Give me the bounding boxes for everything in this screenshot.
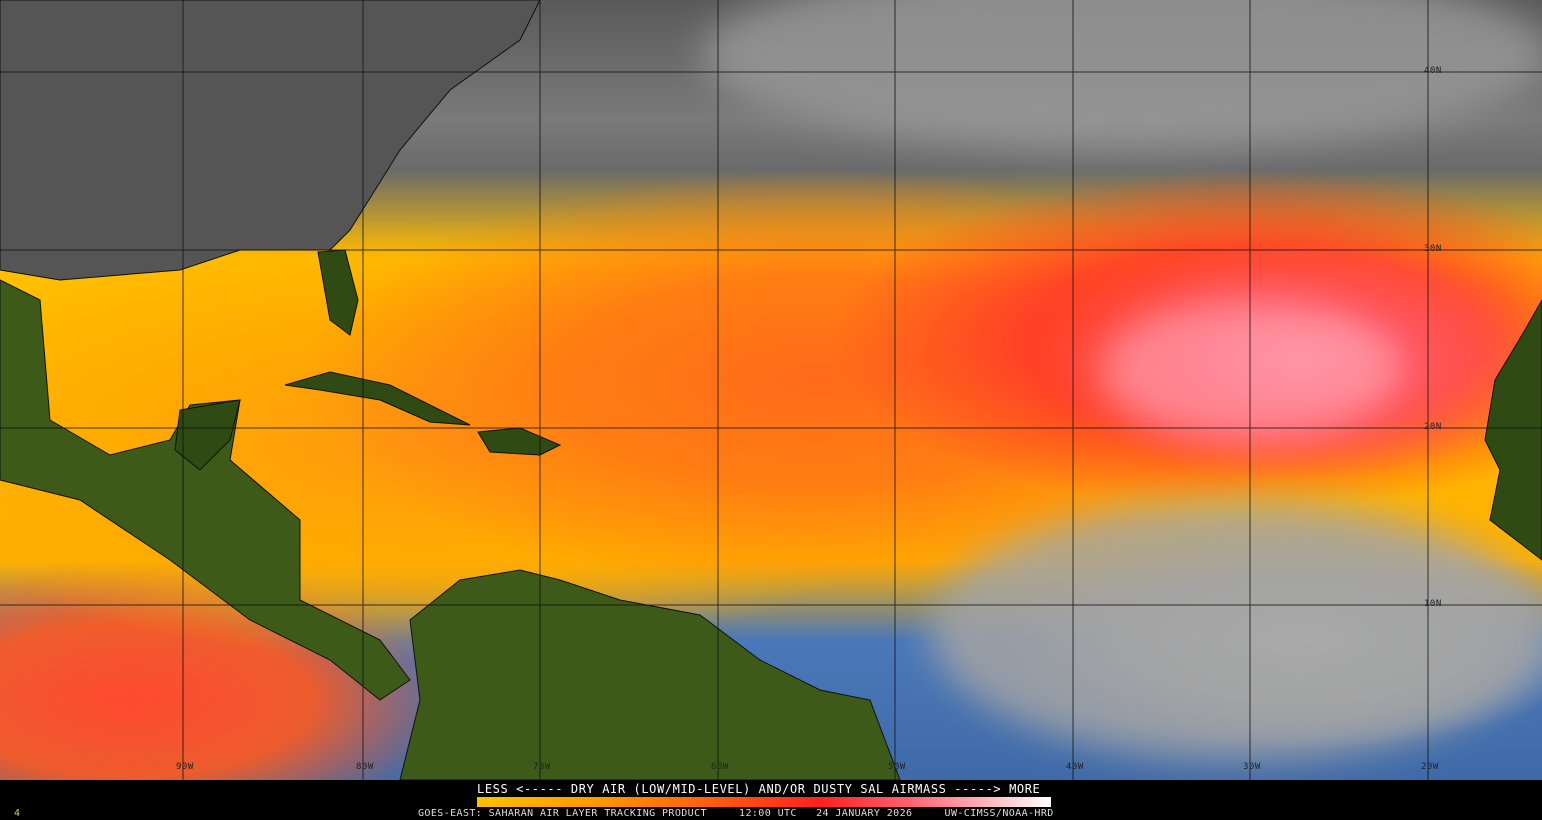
lat-label: 20N — [1424, 422, 1442, 432]
lon-label: 80W — [356, 762, 374, 772]
legend-title: LESS <----- DRY AIR (LOW/MID-LEVEL) AND/… — [477, 782, 1041, 796]
cloud-mass-southeast — [930, 500, 1542, 760]
landmasses — [0, 0, 1542, 780]
lon-label: 60W — [711, 762, 729, 772]
product-name: GOES-EAST: SAHARAN AIR LAYER TRACKING PR… — [418, 808, 707, 819]
land-mexico-central-america — [0, 279, 411, 701]
lon-label: 40W — [1066, 762, 1084, 772]
land-cuba — [284, 371, 471, 426]
land-africa — [1484, 298, 1542, 561]
cloud-mass-northeast — [700, 0, 1542, 150]
land-yucatan — [174, 399, 241, 471]
frame-number: 4 — [14, 808, 21, 819]
lon-label: 30W — [1243, 762, 1261, 772]
credit: UW-CIMSS/NOAA-HRD — [944, 808, 1054, 819]
footer-caption: GOES-EAST: SAHARAN AIR LAYER TRACKING PR… — [418, 808, 1054, 819]
land-south-america — [399, 569, 901, 780]
lon-label: 50W — [888, 762, 906, 772]
legend-color-bar — [477, 797, 1051, 807]
sal-map: 90W 80W 70W 60W 50W 40W 30W 20W 40N 30N … — [0, 0, 1542, 780]
observation-date: 24 JANUARY 2026 — [816, 808, 913, 819]
lon-label: 20W — [1421, 762, 1439, 772]
lat-label: 40N — [1424, 66, 1442, 76]
lat-lon-grid — [0, 0, 1542, 780]
lon-label: 70W — [533, 762, 551, 772]
lat-label: 30N — [1424, 244, 1442, 254]
observation-time: 12:00 UTC — [739, 808, 797, 819]
land-north-america — [0, 0, 541, 281]
lat-label: 10N — [1424, 599, 1442, 609]
lon-label: 90W — [176, 762, 194, 772]
